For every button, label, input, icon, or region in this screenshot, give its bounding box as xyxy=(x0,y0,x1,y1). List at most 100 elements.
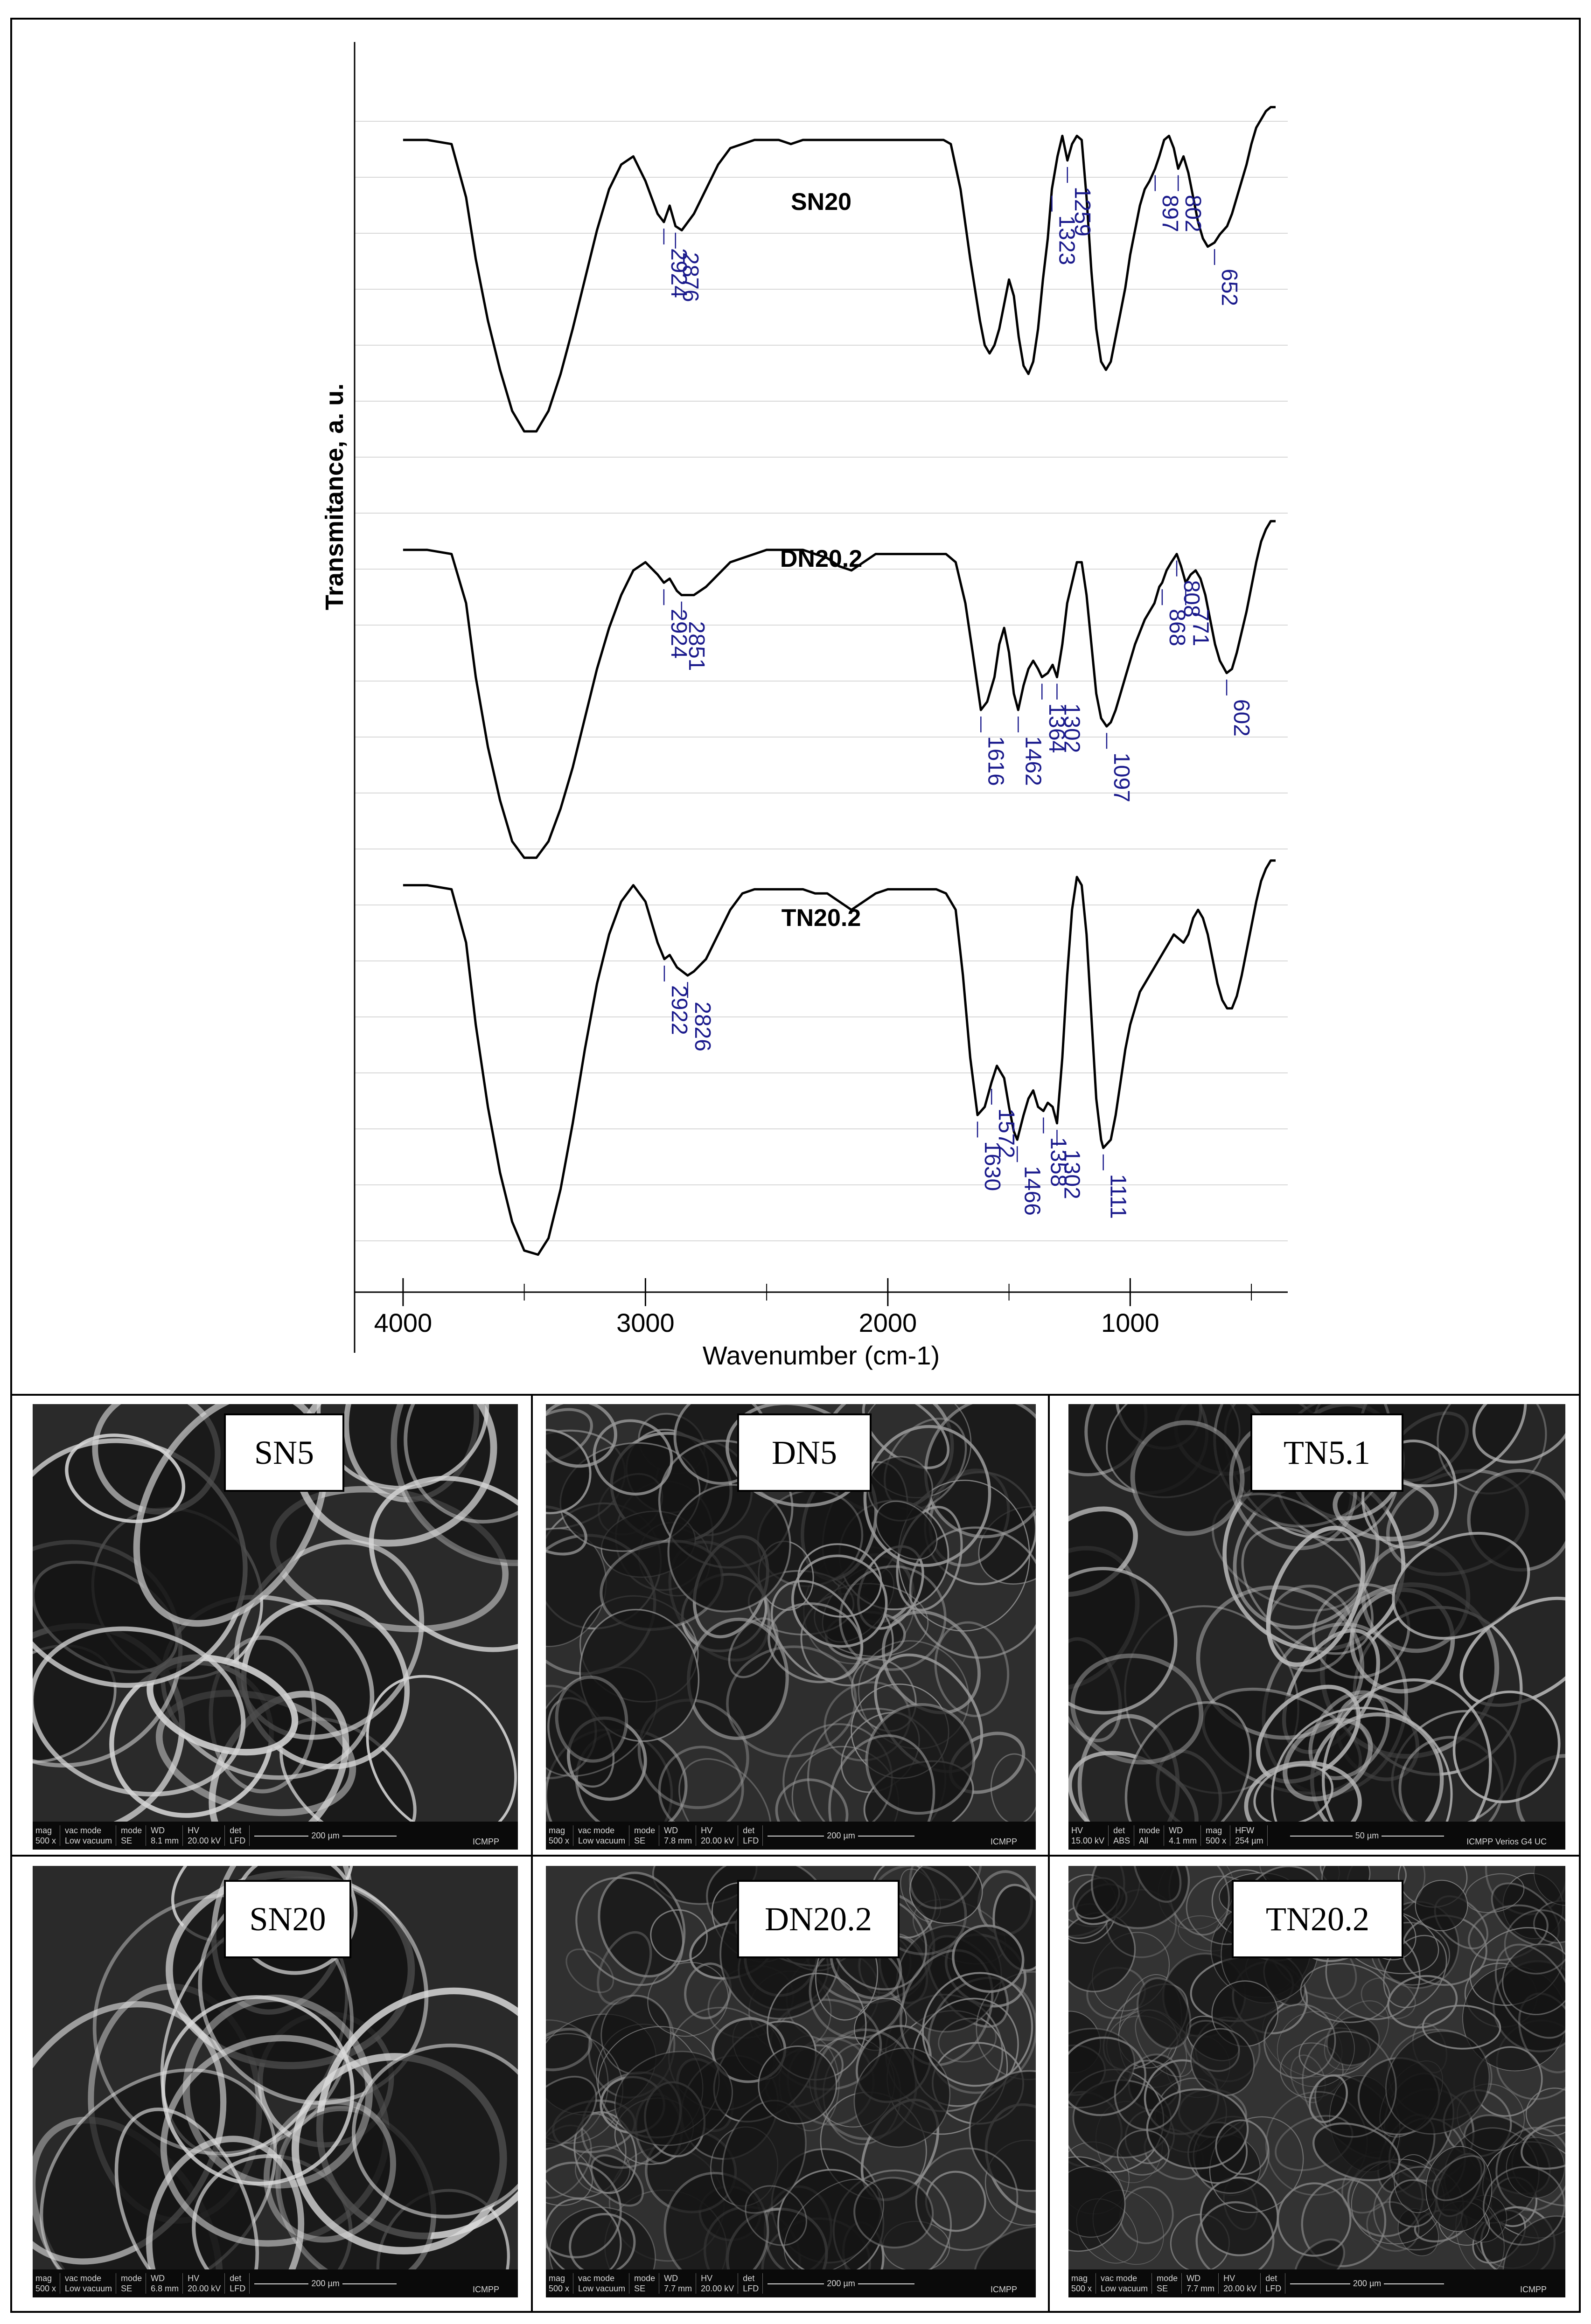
x-tick-label: 3000 xyxy=(616,1308,675,1337)
sem-databar-key: WD xyxy=(1169,1826,1183,1835)
sem-databar-value: LFD xyxy=(1265,2284,1282,2293)
series-line-DN20.2 xyxy=(403,520,1276,859)
peak-label: 1302 xyxy=(1059,1149,1084,1199)
sem-databar-key: HV xyxy=(701,1826,713,1835)
sem-databar-field: HV 20.00 kV xyxy=(701,1825,739,1846)
sem-databar-field: mode SE xyxy=(121,1825,147,1846)
sem-databar-key: mode xyxy=(121,2274,142,2283)
sem-databar: mag 500 x vac mode Low vacuum mode SE WD 6.8 mm… xyxy=(33,2269,518,2297)
sem-databar-field: WD 6.8 mm xyxy=(151,2273,183,2294)
sem-databar-value: 7.7 mm xyxy=(664,2284,692,2293)
x-axis-label: Wavenumber (cm-1) xyxy=(703,1341,940,1370)
sem-scale-bar: 200 µm xyxy=(1290,2278,1444,2289)
sem-instrument-label: ICMPP xyxy=(472,1837,499,1846)
sem-databar-field: det LFD xyxy=(230,1825,250,1846)
sem-databar-key: mag xyxy=(1071,2274,1088,2283)
sem-databar-field: WD 8.1 mm xyxy=(151,1825,183,1846)
sem-databar-field: HV 15.00 kV xyxy=(1071,1825,1109,1846)
sem-databar-key: HV xyxy=(188,2274,200,2283)
peak-label: 2851 xyxy=(684,621,709,671)
sem-databar-value: 20.00 kV xyxy=(701,1836,734,1845)
sem-micrograph-texture xyxy=(1068,1866,1565,2269)
sem-databar-field: mode SE xyxy=(634,1825,660,1846)
peak-label: 1111 xyxy=(1106,1174,1130,1219)
sem-databar-key: mag xyxy=(35,1826,52,1835)
sem-databar-value: 20.00 kV xyxy=(701,2284,734,2293)
sem-instrument-label: ICMPP xyxy=(472,2285,499,2294)
peak-label: 1572 xyxy=(994,1108,1019,1158)
sem-databar-key: HV xyxy=(1071,1826,1083,1835)
sem-databar-field: vac mode Low vacuum xyxy=(1101,2273,1152,2294)
sem-databar-key: mag xyxy=(1206,1826,1222,1835)
sem-databar-key: vac mode xyxy=(578,2274,615,2283)
peak-label: 1462 xyxy=(1020,736,1045,786)
sem-scale-bar: 200 µm xyxy=(254,1830,397,1841)
sem-databar-field: HV 20.00 kV xyxy=(188,1825,225,1846)
series-line-TN20.2 xyxy=(403,859,1276,1256)
sem-databar-key: mode xyxy=(121,1826,142,1835)
sem-sample-label: TN5.1 xyxy=(1250,1413,1403,1492)
sem-databar-value: All xyxy=(1139,1836,1149,1845)
sem-databar-value: 500 x xyxy=(1071,2284,1092,2293)
sem-databar-key: det xyxy=(743,1826,755,1835)
sem-databar-key: mode xyxy=(1139,1826,1160,1835)
peak-label: 1364 xyxy=(1044,703,1069,753)
sem-databar-field: mode SE xyxy=(1157,2273,1182,2294)
sem-databar-value: SE xyxy=(634,1836,646,1845)
sem-databar-value: 20.00 kV xyxy=(188,2284,221,2293)
sem-databar-value: SE xyxy=(1157,2284,1168,2293)
sem-databar-value: LFD xyxy=(743,2284,759,2293)
sem-databar-value: 6.8 mm xyxy=(151,2284,179,2293)
sem-image: mag 500 x vac mode Low vacuum mode SE WD 7.7 mm… xyxy=(1068,1866,1565,2297)
sem-scale-label: 200 µm xyxy=(824,1831,858,1840)
peak-label: 1358 xyxy=(1046,1137,1070,1187)
sem-databar-value: 4.1 mm xyxy=(1169,1836,1197,1845)
peak-label: 2924 xyxy=(666,609,691,659)
sem-databar-key: vac mode xyxy=(578,1826,615,1835)
sem-scale-bar: 200 µm xyxy=(768,2278,914,2289)
series-line-SN20 xyxy=(403,106,1276,433)
sem-scale-bar: 50 µm xyxy=(1290,1830,1444,1841)
x-tick-label: 4000 xyxy=(374,1308,433,1337)
sem-databar-value: 8.1 mm xyxy=(151,1836,179,1845)
sem-databar-value: Low vacuum xyxy=(578,1836,626,1845)
sem-databar-field: WD 7.8 mm xyxy=(664,1825,697,1846)
peak-label: 1259 xyxy=(1070,187,1095,237)
sem-databar-key: mode xyxy=(634,2274,656,2283)
peak-label: 1323 xyxy=(1054,216,1079,265)
sem-databar-value: LFD xyxy=(230,2284,246,2293)
series-name-label: TN20.2 xyxy=(782,905,861,932)
sem-instrument-label: ICMPP xyxy=(1520,2285,1547,2294)
sem-databar-field: vac mode Low vacuum xyxy=(65,1825,117,1846)
sem-databar-key: HV xyxy=(1223,2274,1235,2283)
peak-label: 2876 xyxy=(678,252,703,302)
sem-databar-key: mode xyxy=(1157,2274,1178,2283)
series-name-label: SN20 xyxy=(791,188,851,216)
sem-databar-field: mag 500 x xyxy=(35,2273,61,2294)
peak-label: 2924 xyxy=(666,248,691,298)
sem-databar-value: 7.7 mm xyxy=(1186,2284,1215,2293)
sem-databar-field: mag 500 x xyxy=(35,1825,61,1846)
sem-databar-value: 15.00 kV xyxy=(1071,1836,1105,1845)
sem-databar-field: mode All xyxy=(1139,1825,1165,1846)
sem-databar-value: Low vacuum xyxy=(1101,2284,1148,2293)
sem-databar-key: vac mode xyxy=(1101,2274,1137,2283)
sem-databar-field: HV 20.00 kV xyxy=(701,2273,739,2294)
sem-databar-field: WD 4.1 mm xyxy=(1169,1825,1201,1846)
sem-scale-label: 200 µm xyxy=(308,2279,342,2288)
sem-databar-field: WD 7.7 mm xyxy=(1186,2273,1219,2294)
sem-scale-label: 200 µm xyxy=(824,2279,858,2288)
sem-sample-label: DN5 xyxy=(737,1413,872,1492)
sem-databar-value: 500 x xyxy=(1206,1836,1227,1845)
peak-label: 1616 xyxy=(983,736,1008,786)
sem-databar-key: det xyxy=(230,1826,242,1835)
sem-micrograph-texture xyxy=(33,1404,518,1822)
sem-databar-field: vac mode Low vacuum xyxy=(578,2273,630,2294)
sem-databar-value: 254 µm xyxy=(1235,1836,1263,1845)
peak-label: 897 xyxy=(1158,195,1182,232)
sem-databar-value: Low vacuum xyxy=(65,1836,112,1845)
sem-databar-key: mode xyxy=(634,1826,656,1835)
sem-databar-key: vac mode xyxy=(65,1826,102,1835)
ftir-chart: 4000 3000 2000 1000 Wavenumber (cm-1) Transmi… xyxy=(321,42,1288,1370)
